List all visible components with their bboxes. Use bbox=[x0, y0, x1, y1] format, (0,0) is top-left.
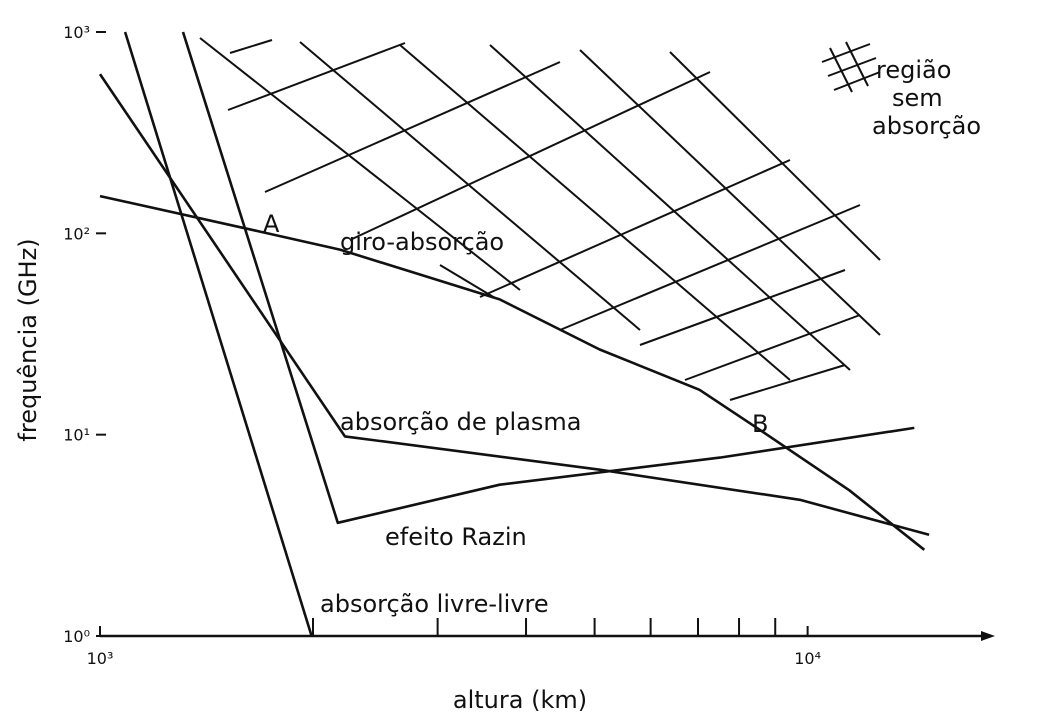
y-tick-label: 10³ bbox=[63, 23, 90, 42]
x-axis-label: altura (km) bbox=[453, 686, 587, 714]
curve bbox=[181, 31, 915, 525]
curve bbox=[99, 194, 926, 551]
y-tick-label: 10² bbox=[63, 224, 90, 243]
x-axis-arrow bbox=[981, 631, 995, 641]
legend-icon bbox=[821, 41, 881, 93]
annotation: B bbox=[752, 410, 768, 438]
y-tick-label: 10⁰ bbox=[63, 627, 90, 646]
curve-label: efeito Razin bbox=[385, 523, 527, 551]
region-label: absorção bbox=[872, 112, 981, 140]
annotation: A bbox=[263, 210, 280, 238]
x-tick-label: 10³ bbox=[87, 649, 114, 668]
no-absorption-region bbox=[199, 37, 881, 401]
region-label: sem bbox=[892, 84, 943, 112]
curve-label: absorção livre-livre bbox=[320, 590, 549, 618]
curve bbox=[98, 73, 930, 537]
curve bbox=[123, 31, 313, 637]
x-tick-label: 10⁴ bbox=[794, 649, 821, 668]
curve-label: absorção de plasma bbox=[340, 408, 582, 436]
curve-label: giro-absorção bbox=[340, 228, 504, 256]
y-tick-label: 10¹ bbox=[63, 426, 90, 445]
region-label: região bbox=[876, 56, 951, 84]
y-axis-label: frequência (GHz) bbox=[14, 238, 42, 441]
